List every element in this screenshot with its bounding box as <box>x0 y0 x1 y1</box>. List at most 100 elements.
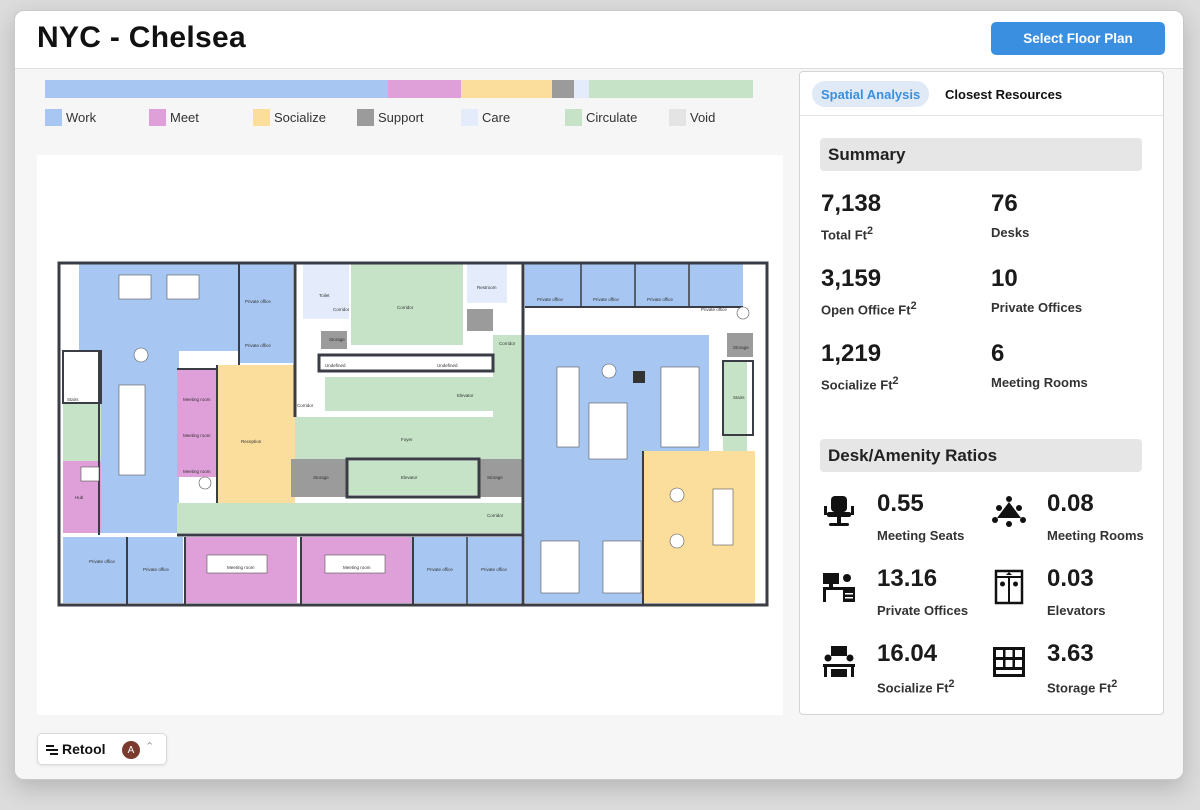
room-private-office-sw-1[interactable] <box>63 537 127 603</box>
analysis-panel: Spatial Analysis Closest Resources Summa… <box>799 71 1164 715</box>
panel-tabs: Spatial Analysis Closest Resources <box>800 72 1163 116</box>
plan-label-private-office: Private office <box>245 299 271 304</box>
room-corridor-east[interactable] <box>493 335 523 425</box>
ratio-value: 3.63 <box>1047 640 1094 667</box>
room-storage-1[interactable] <box>291 459 347 497</box>
stat-private-offices: 10 Private Offices <box>991 265 1151 315</box>
select-floor-plan-button[interactable]: Select Floor Plan <box>991 22 1165 55</box>
retool-badge[interactable]: Retool A ⌃ <box>37 733 167 765</box>
floor-plan[interactable]: Private office Private office Toilet Cor… <box>37 155 783 715</box>
room-circulate-east[interactable] <box>723 361 747 451</box>
plan-label-stairs: Stairs <box>733 395 745 400</box>
stat-label: Meeting Rooms <box>991 375 1088 390</box>
legend-label: Meet <box>170 110 199 125</box>
room-private-office-sw-2[interactable] <box>127 537 183 603</box>
room-private-office-ne-1[interactable] <box>525 263 581 307</box>
room-work-nw[interactable] <box>79 263 239 351</box>
ratio-socialize-ft: 16.04 Socialize Ft2 <box>821 640 986 700</box>
stat-value: 1,219 <box>821 340 882 367</box>
plan-label-undefined: Undefined <box>437 363 458 368</box>
legend-swatch-work <box>45 109 62 126</box>
plan-label-reception: Reception <box>241 439 262 444</box>
floor-plan-canvas[interactable]: Private office Private office Toilet Cor… <box>37 155 783 715</box>
legend-item-void: Void <box>669 109 715 126</box>
room-private-office-se-2[interactable] <box>467 537 521 603</box>
distribution-segment-socialize <box>461 80 553 98</box>
room-private-office-se-1[interactable] <box>413 537 467 603</box>
people-table-icon <box>823 646 855 677</box>
plan-label-storage: Storage <box>329 337 345 342</box>
room-meeting-west-3[interactable] <box>177 441 217 477</box>
legend-swatch-meet <box>149 109 166 126</box>
storage-shelf-icon <box>993 647 1025 677</box>
plan-label-private-office: Private office <box>537 297 563 302</box>
ratio-label: Meeting Seats <box>877 528 965 543</box>
stat-value: 10 <box>991 265 1018 292</box>
legend-swatch-circulate <box>565 109 582 126</box>
stat-socialize-ft: 1,219 Socialize Ft2 <box>821 340 981 392</box>
room-private-office-nw-1[interactable] <box>239 263 293 319</box>
stat-value: 7,138 <box>821 190 882 217</box>
plan-label-storage: Storage <box>487 475 503 480</box>
room-socialize-east[interactable] <box>643 451 755 603</box>
room-storage-5[interactable] <box>321 331 347 349</box>
ratio-value: 0.08 <box>1047 490 1094 517</box>
room-corridor-south[interactable] <box>177 503 523 533</box>
elevator-icon <box>994 569 1024 605</box>
ratio-storage-ft: 3.63 Storage Ft2 <box>991 640 1156 700</box>
room-circulate-west[interactable] <box>63 403 101 461</box>
stat-value: 6 <box>991 340 1005 367</box>
ratios-header: Desk/Amenity Ratios <box>820 439 1142 472</box>
room-private-office-nw-2[interactable] <box>239 319 293 363</box>
plan-label-elevator: Elevator <box>457 393 474 398</box>
plan-label-storage: Storage <box>313 475 329 480</box>
page-title: NYC - Chelsea <box>37 21 246 54</box>
plan-label-stairs: Stairs <box>67 397 79 402</box>
stat-label: Desks <box>991 225 1030 240</box>
room-undefined-2[interactable] <box>433 355 493 371</box>
legend-label: Work <box>66 110 97 125</box>
plan-label-hub: Hub <box>75 495 84 500</box>
plan-label-corridor: Corridor <box>397 305 414 310</box>
meeting-table-icon <box>992 496 1026 527</box>
plan-label-private-office: Private office <box>701 307 727 312</box>
room-reception[interactable] <box>217 365 295 503</box>
room-storage-2[interactable] <box>479 459 523 497</box>
avatar[interactable]: A <box>122 741 140 759</box>
room-undefined-1[interactable] <box>319 355 387 371</box>
chevron-up-icon[interactable]: ⌃ <box>145 741 155 753</box>
room-elevator-south[interactable] <box>347 461 479 495</box>
plan-label-restroom: Restroom <box>477 285 497 290</box>
legend-item-socialize: Socialize <box>253 109 326 126</box>
ratio-meeting-seats: 0.55 Meeting Seats <box>821 490 986 550</box>
room-meeting-west-2[interactable] <box>177 405 217 441</box>
legend-item-work: Work <box>45 109 96 126</box>
room-storage-3[interactable] <box>727 333 753 357</box>
room-storage-4[interactable] <box>467 309 493 331</box>
room-foyer[interactable] <box>295 417 523 459</box>
stat-open-office-ft: 3,159 Open Office Ft2 <box>821 265 981 317</box>
room-meeting-west-1[interactable] <box>177 369 217 405</box>
tab-closest-resources[interactable]: Closest Resources <box>945 86 1063 102</box>
tab-spatial-analysis[interactable]: Spatial Analysis <box>812 81 930 107</box>
ratio-value: 0.03 <box>1047 565 1094 592</box>
plan-label-corridor: Corridor <box>333 307 350 312</box>
ratio-label: Storage Ft2 <box>1047 678 1118 696</box>
legend: Work Meet Socialize Support Care Circula… <box>45 109 775 129</box>
summary-header: Summary <box>820 138 1142 171</box>
plan-label-private-office: Private office <box>427 567 453 572</box>
room-private-office-ne-4[interactable] <box>689 263 743 307</box>
plan-label-meeting-room: Meeting room <box>183 469 211 474</box>
room-private-office-ne-2[interactable] <box>581 263 635 307</box>
plan-label-private-office: Private office <box>593 297 619 302</box>
legend-swatch-care <box>461 109 478 126</box>
ratio-label: Private Offices <box>877 603 969 618</box>
room-private-office-ne-3[interactable] <box>635 263 689 307</box>
room-elevator-north[interactable] <box>325 377 493 411</box>
ratio-elevators: 0.03 Elevators <box>991 565 1156 625</box>
room-restroom[interactable] <box>467 263 507 303</box>
room-toilet[interactable] <box>303 263 349 319</box>
stat-label: Socialize Ft2 <box>821 375 899 393</box>
ratio-value: 0.55 <box>877 490 924 517</box>
room-corridor-north[interactable] <box>351 263 463 345</box>
